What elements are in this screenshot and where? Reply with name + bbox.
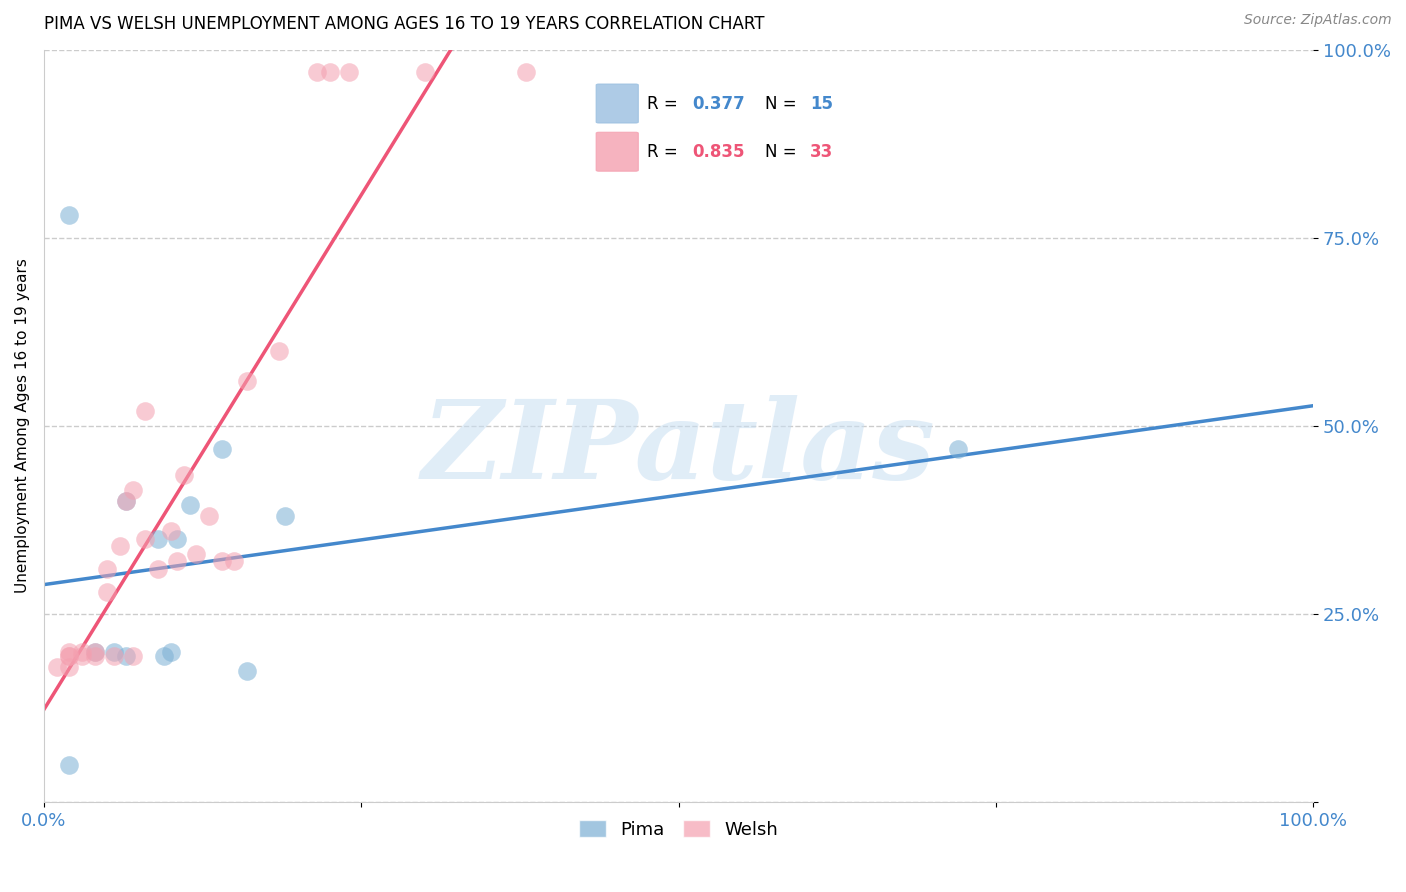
Point xyxy=(134,532,156,546)
Point xyxy=(159,645,181,659)
Point xyxy=(70,645,93,659)
Point xyxy=(134,404,156,418)
Point xyxy=(58,208,80,222)
Point xyxy=(179,498,201,512)
Point xyxy=(58,660,80,674)
Point xyxy=(115,648,138,663)
Point xyxy=(337,65,360,79)
FancyBboxPatch shape xyxy=(596,132,638,171)
Point xyxy=(108,540,131,554)
Point xyxy=(96,562,118,576)
Point xyxy=(946,442,969,456)
Point xyxy=(274,509,297,524)
Point xyxy=(166,532,188,546)
FancyBboxPatch shape xyxy=(596,84,638,123)
Point xyxy=(121,648,143,663)
Point xyxy=(236,374,259,388)
Point xyxy=(515,65,537,79)
Point xyxy=(83,645,105,659)
Y-axis label: Unemployment Among Ages 16 to 19 years: Unemployment Among Ages 16 to 19 years xyxy=(15,259,30,593)
Point xyxy=(153,648,176,663)
Point xyxy=(70,648,93,663)
Text: ZIPatlas: ZIPatlas xyxy=(422,395,935,502)
Text: Source: ZipAtlas.com: Source: ZipAtlas.com xyxy=(1244,13,1392,28)
Point xyxy=(115,494,138,508)
Point xyxy=(318,65,340,79)
Point xyxy=(58,645,80,659)
Point xyxy=(267,343,290,358)
Point xyxy=(58,757,80,772)
Point xyxy=(103,648,125,663)
Point xyxy=(103,645,125,659)
Point xyxy=(413,65,436,79)
Point xyxy=(305,65,328,79)
Point xyxy=(236,664,259,678)
Point xyxy=(198,509,221,524)
Legend: Pima, Welsh: Pima, Welsh xyxy=(572,814,786,846)
Point xyxy=(173,467,195,482)
Point xyxy=(146,562,169,576)
Point xyxy=(83,648,105,663)
Text: N =: N = xyxy=(765,95,801,112)
Point xyxy=(146,532,169,546)
Point xyxy=(166,554,188,568)
Text: 0.377: 0.377 xyxy=(692,95,745,112)
Point xyxy=(211,442,233,456)
Point xyxy=(121,483,143,497)
Point xyxy=(83,645,105,659)
Text: 33: 33 xyxy=(810,143,834,161)
Point xyxy=(224,554,246,568)
Point xyxy=(45,660,67,674)
Point xyxy=(115,494,138,508)
Point xyxy=(186,547,208,561)
Text: 0.835: 0.835 xyxy=(692,143,744,161)
Text: N =: N = xyxy=(765,143,801,161)
Text: R =: R = xyxy=(647,143,683,161)
Text: PIMA VS WELSH UNEMPLOYMENT AMONG AGES 16 TO 19 YEARS CORRELATION CHART: PIMA VS WELSH UNEMPLOYMENT AMONG AGES 16… xyxy=(44,15,765,33)
Point xyxy=(58,648,80,663)
Text: R =: R = xyxy=(647,95,683,112)
Point xyxy=(96,584,118,599)
Text: 15: 15 xyxy=(810,95,832,112)
Point xyxy=(159,524,181,539)
Point xyxy=(211,554,233,568)
Point xyxy=(58,648,80,663)
